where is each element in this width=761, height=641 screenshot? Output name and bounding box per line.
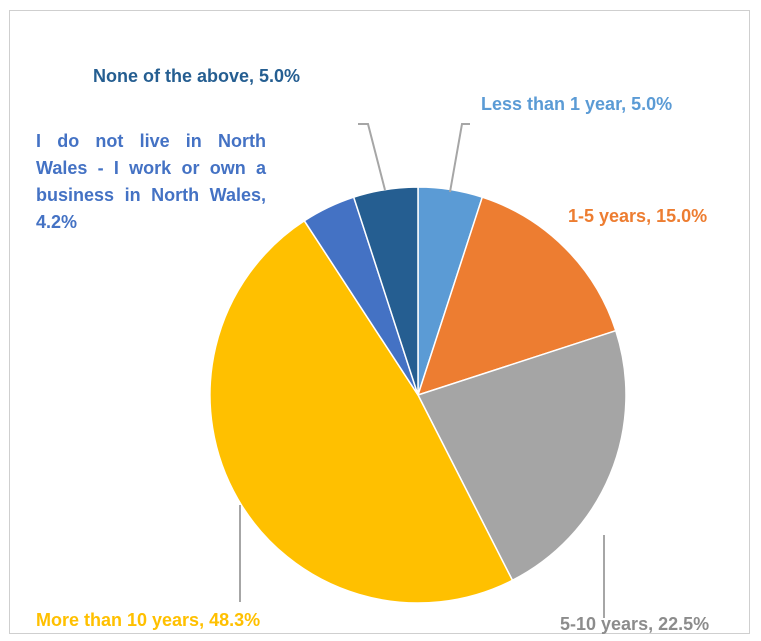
- leader-line-none-of-the-above: [358, 123, 386, 191]
- label-more-than-10-years: More than 10 years, 48.3%: [36, 610, 260, 630]
- pie-slice-1-5-years: [416, 196, 617, 397]
- pie-slice-5-10-years: [416, 329, 627, 582]
- label-5-10-years: 5-10 years, 22.5%: [560, 614, 709, 634]
- pie-slice-more-than-10-years: [209, 219, 514, 604]
- leader-line-less-than-1-year: [449, 123, 470, 193]
- label-less-than-1-year: Less than 1 year, 5.0%: [481, 94, 672, 114]
- label-1-5-years: 1-5 years, 15.0%: [568, 206, 707, 226]
- label-none-of-the-above: None of the above, 5.0%: [93, 66, 300, 86]
- label-not-live-in-north-wales: I do not live in North Wales - I work or…: [36, 131, 266, 232]
